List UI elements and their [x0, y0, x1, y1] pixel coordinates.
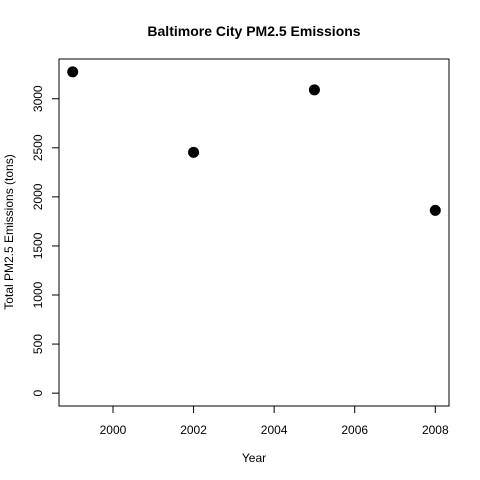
y-tick-label: 2000: [31, 183, 45, 210]
y-axis: 0 500 1000 1500 2000 2500 3000: [31, 85, 60, 396]
data-point: [188, 146, 200, 158]
y-tick-label: 0: [31, 389, 45, 396]
x-axis: 2000 2002 2004 2006 2008: [100, 405, 449, 437]
data-point: [67, 66, 79, 78]
y-tick-label: 1500: [31, 232, 45, 259]
x-axis-label: Year: [242, 451, 266, 465]
data-points: [67, 66, 441, 216]
plot-frame: [58, 58, 450, 407]
y-tick-label: 1000: [31, 281, 45, 308]
x-tick-label: 2006: [341, 423, 368, 437]
x-tick-label: 2008: [422, 423, 449, 437]
y-axis-label: Total PM2.5 Emissions (tons): [2, 154, 16, 309]
y-tick-label: 3000: [31, 85, 45, 112]
y-tick-label: 500: [31, 334, 45, 354]
x-tick-label: 2000: [100, 423, 127, 437]
data-point: [308, 84, 320, 96]
data-point: [429, 204, 441, 216]
x-tick-label: 2004: [261, 423, 288, 437]
x-tick-label: 2002: [180, 423, 207, 437]
y-tick-label: 2500: [31, 134, 45, 161]
chart-title: Baltimore City PM2.5 Emissions: [147, 23, 360, 39]
